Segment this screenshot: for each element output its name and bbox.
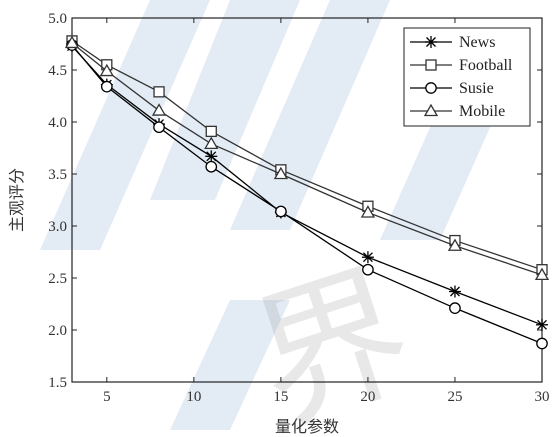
watermark-stripe <box>230 0 390 230</box>
data-point-star <box>448 285 461 298</box>
marker-shape <box>64 35 80 49</box>
legend-label: News <box>459 34 495 51</box>
legend-item: Mobile <box>410 103 505 120</box>
legend-box <box>403 27 531 127</box>
marker-shape <box>153 121 165 134</box>
y-tick-label: 3.0 <box>48 219 67 235</box>
data-point-triangle <box>204 136 219 149</box>
legend: News Football Susie Mobile <box>403 27 531 127</box>
marker-shape <box>273 166 289 180</box>
data-point-triangle <box>273 166 289 180</box>
marker-shape <box>447 238 463 251</box>
data-point-circle <box>205 160 218 173</box>
watermark-stripe <box>150 0 300 200</box>
data-point-triangle <box>447 238 463 251</box>
x-tick-label: 30 <box>535 389 550 405</box>
y-tick-label: 2.5 <box>48 271 67 287</box>
data-point-circle <box>153 121 165 134</box>
legend-item: News <box>410 34 495 51</box>
data-point-circle <box>425 82 437 94</box>
data-point-square <box>153 86 165 98</box>
data-point-triangle <box>64 35 80 49</box>
marker-stroke <box>362 252 373 263</box>
marker-shape <box>99 63 114 77</box>
series-line <box>71 42 543 276</box>
marker-stroke <box>537 319 547 330</box>
plot-frame <box>71 17 543 383</box>
data-point-triangle <box>360 205 376 218</box>
marker-shape <box>151 103 167 116</box>
data-point-star <box>205 150 218 163</box>
marker-shape <box>362 263 374 276</box>
legend-item: Football <box>410 57 513 74</box>
series-line <box>71 44 543 345</box>
marker-shape <box>534 267 550 281</box>
marker-shape <box>205 160 218 173</box>
data-point-triangle <box>151 103 167 116</box>
watermark-stripe <box>40 0 210 250</box>
y-tick-label: 2.0 <box>48 323 67 339</box>
data-point-square <box>425 59 437 71</box>
x-tick-label: 5 <box>103 389 111 405</box>
data-point-triangle <box>99 63 114 77</box>
y-tick-label: 4.0 <box>48 115 67 131</box>
data-point-circle <box>100 80 113 93</box>
data-point-circle <box>275 205 287 218</box>
data-point-star <box>536 318 548 331</box>
legend-label: Susie <box>459 80 494 97</box>
series-line <box>71 45 543 326</box>
marker-stroke <box>450 286 460 297</box>
data-point-star <box>425 36 437 48</box>
marker-shape <box>425 59 437 71</box>
marker-stroke <box>426 37 436 47</box>
data-point-star <box>361 251 374 264</box>
x-tick-label: 15 <box>273 389 288 405</box>
data-point-circle <box>449 302 461 315</box>
marker-shape <box>275 205 287 218</box>
y-tick-label: 3.5 <box>48 167 67 183</box>
marker-shape <box>449 302 461 315</box>
watermark-text: 界 <box>235 243 431 437</box>
legend-item: Susie <box>410 80 494 97</box>
marker-shape <box>425 82 437 94</box>
data-point-triangle <box>423 103 439 117</box>
marker-shape <box>100 80 113 93</box>
marker-shape <box>360 205 376 218</box>
marker-shape <box>205 125 217 138</box>
x-axis-title: 量化参数 <box>275 417 339 436</box>
data-point-square <box>205 125 217 138</box>
watermark-stripe <box>170 300 290 430</box>
x-tick-label: 25 <box>447 389 462 405</box>
data-point-circle <box>362 263 374 276</box>
x-tick-label: 10 <box>186 389 201 405</box>
y-tick-label: 1.5 <box>48 375 67 391</box>
y-tick-label: 4.5 <box>48 63 67 79</box>
series-mobile <box>64 35 550 281</box>
marker-shape <box>153 86 165 98</box>
marker-shape <box>423 103 439 117</box>
legend-label: Mobile <box>459 103 505 120</box>
data-point-circle <box>536 337 548 350</box>
legend-label: Football <box>459 57 513 74</box>
y-axis-title: 主观评分 <box>7 168 26 232</box>
marker-stroke <box>206 151 217 162</box>
y-tick-label: 5.0 <box>48 11 67 27</box>
series-line <box>71 40 543 271</box>
data-point-triangle <box>534 267 550 281</box>
marker-shape <box>536 337 548 350</box>
x-tick-label: 20 <box>360 389 375 405</box>
marker-shape <box>204 136 219 149</box>
